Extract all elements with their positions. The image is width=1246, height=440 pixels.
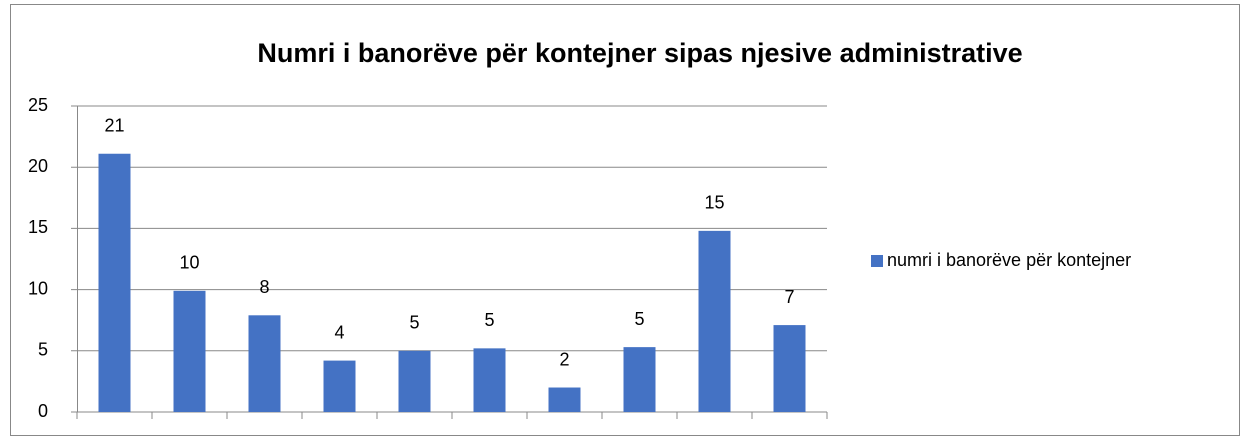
data-label: 15 (704, 193, 724, 213)
legend-swatch (871, 255, 883, 267)
y-tick-label: 15 (28, 217, 48, 237)
legend-label: numri i banorëve për kontejner (887, 250, 1131, 270)
data-label: 8 (259, 277, 269, 297)
data-label: 2 (559, 349, 569, 369)
bar (248, 315, 281, 412)
data-label: 5 (634, 309, 644, 329)
data-label: 7 (784, 287, 794, 307)
bar (323, 360, 356, 412)
y-tick-label: 20 (28, 156, 48, 176)
data-label: 5 (484, 310, 494, 330)
chart-title: Numri i banorëve për kontejner sipas nje… (257, 38, 1022, 68)
bar (623, 347, 656, 412)
y-tick-label: 5 (38, 340, 48, 360)
bar (98, 153, 131, 412)
bar (698, 230, 731, 412)
data-label: 4 (334, 322, 344, 342)
data-label: 10 (179, 253, 199, 273)
data-label: 5 (409, 313, 419, 333)
bar (473, 348, 506, 412)
bar (398, 350, 431, 412)
data-label: 21 (104, 115, 124, 135)
y-tick-label: 25 (28, 95, 48, 115)
y-tick-label: 0 (38, 401, 48, 421)
bar (173, 290, 206, 412)
bar (773, 325, 806, 412)
y-tick-label: 10 (28, 278, 48, 298)
bar (548, 387, 581, 412)
